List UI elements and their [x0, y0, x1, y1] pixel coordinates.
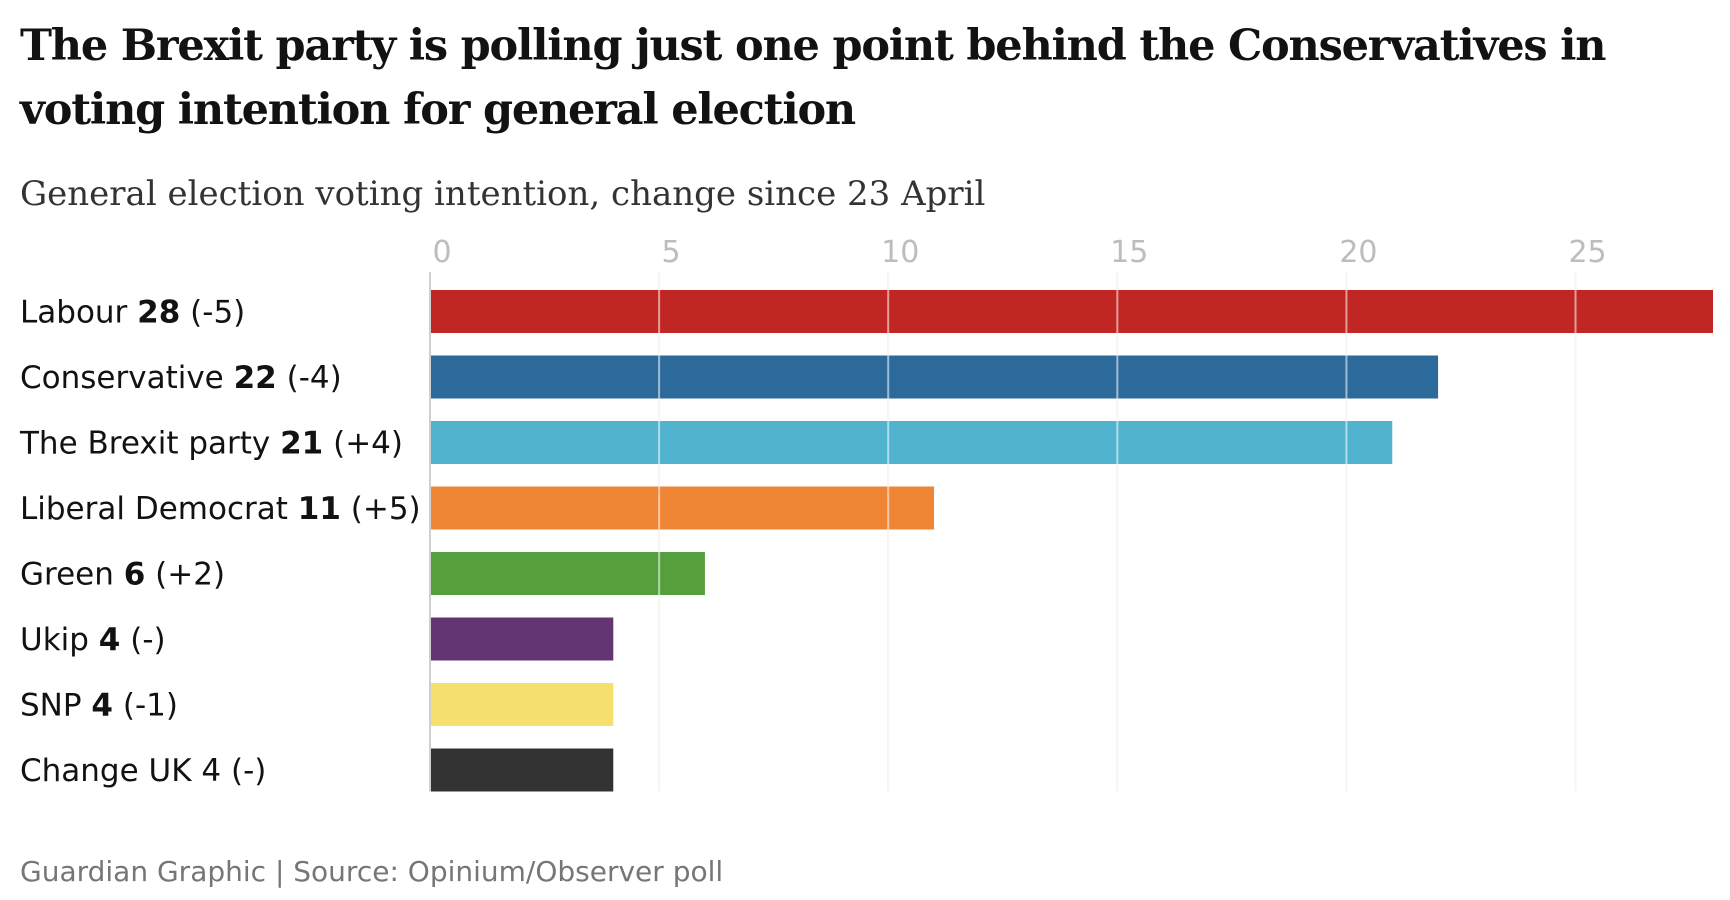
category-value: 4: [201, 753, 221, 789]
bar-green: [430, 552, 705, 595]
tick-label: 25: [1568, 235, 1606, 270]
tick-label: 5: [662, 235, 681, 270]
category-label: Liberal Democrat 11 (+5): [20, 491, 421, 527]
bars-layer: [429, 272, 1713, 792]
category-change: (+2): [145, 557, 225, 593]
category-value: 21: [280, 426, 323, 462]
bar-snp: [430, 683, 614, 726]
category-name: Change UK: [20, 753, 201, 789]
tick-label: 15: [1110, 235, 1148, 270]
chart-title: The Brexit party is polling just one poi…: [20, 21, 1607, 135]
category-name: Green: [20, 557, 124, 593]
bar-ukip: [430, 617, 614, 661]
category-label: Labour 28 (-5): [20, 295, 245, 331]
category-name: The Brexit party: [19, 426, 280, 462]
category-label: Conservative 22 (-4): [20, 360, 342, 396]
bar-change-uk: [430, 748, 614, 792]
category-name: Liberal Democrat: [20, 491, 298, 527]
category-change: (-4): [277, 360, 342, 396]
bar-conservative: [430, 355, 1439, 399]
category-name: SNP: [20, 688, 91, 724]
category-value: 28: [137, 295, 180, 331]
category-label: Green 6 (+2): [20, 557, 225, 593]
category-change: (-): [120, 622, 165, 658]
category-value: 22: [234, 360, 277, 396]
bar-labour: [430, 290, 1713, 333]
category-label: Ukip 4 (-): [20, 622, 166, 658]
grid-layer: [429, 272, 1577, 792]
category-value: 11: [298, 491, 341, 527]
category-change: (-): [221, 753, 266, 789]
tick-label: 0: [432, 235, 451, 270]
chart-subtitle: General election voting intention, chang…: [20, 174, 986, 214]
tick-labels: 0 5 10 15 20 25: [432, 235, 1606, 270]
source-note: Guardian Graphic | Source: Opinium/Obser…: [20, 855, 724, 888]
tick-label: 10: [881, 235, 919, 270]
category-value: 6: [124, 557, 146, 593]
tick-label: 20: [1339, 235, 1377, 270]
bar-the-brexit-party: [430, 421, 1393, 464]
category-change: (-1): [113, 688, 178, 724]
category-value: 4: [99, 622, 121, 658]
category-name: Conservative: [20, 360, 234, 396]
bar-liberal-democrat: [430, 486, 935, 530]
category-label: The Brexit party 21 (+4): [19, 426, 403, 462]
category-labels: Labour 28 (-5) Conservative 22 (-4) The Br…: [19, 295, 421, 790]
category-change: (-5): [180, 295, 245, 331]
category-change: (+4): [323, 426, 403, 462]
category-name: Ukip: [20, 622, 99, 658]
category-name: Labour: [20, 295, 137, 331]
category-change: (+5): [341, 491, 421, 527]
category-label: SNP 4 (-1): [20, 688, 178, 724]
category-value: 4: [91, 688, 113, 724]
category-label: Change UK 4 (-): [20, 753, 266, 789]
